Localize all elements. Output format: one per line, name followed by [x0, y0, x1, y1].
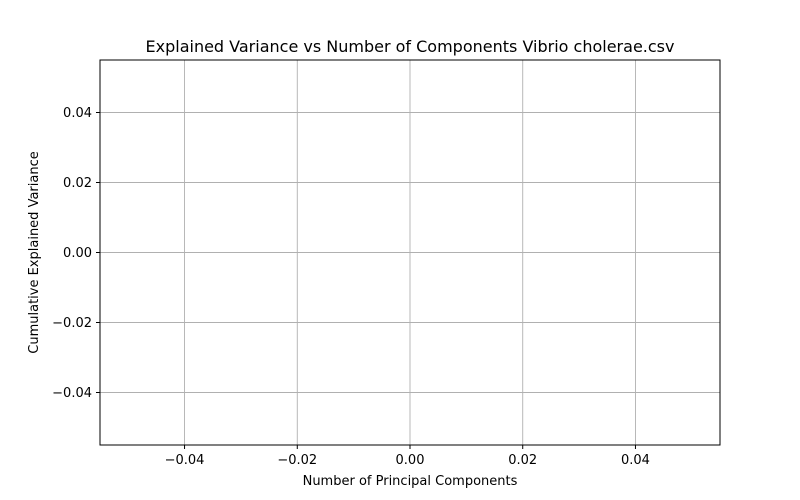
x-axis: −0.04 −0.02 0.00 0.02 0.04 — [165, 445, 650, 468]
y-tick-label: −0.02 — [52, 316, 92, 331]
x-tick-label: −0.02 — [277, 453, 317, 468]
y-axis-label: Cumulative Explained Variance — [27, 151, 42, 353]
y-axis: 0.04 0.02 0.00 −0.02 −0.04 — [52, 106, 100, 401]
y-tick-label: 0.04 — [63, 106, 92, 121]
x-axis-label: Number of Principal Components — [303, 474, 518, 489]
x-tick-label: 0.02 — [508, 453, 537, 468]
y-tick-label: 0.00 — [63, 246, 92, 261]
chart-title: Explained Variance vs Number of Componen… — [146, 37, 675, 56]
x-tick-label: 0.04 — [621, 453, 650, 468]
x-tick-label: −0.04 — [165, 453, 205, 468]
y-tick-label: 0.02 — [63, 176, 92, 191]
grid — [100, 60, 720, 445]
y-tick-label: −0.04 — [52, 386, 92, 401]
x-tick-label: 0.00 — [396, 453, 425, 468]
